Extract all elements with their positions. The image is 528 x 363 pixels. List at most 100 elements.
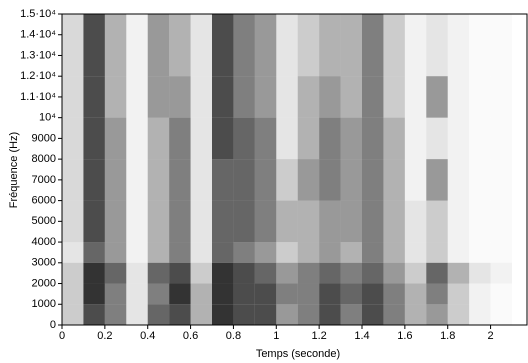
x-tick-label: 1.6 [397, 330, 412, 342]
x-tick-label: 0.8 [226, 330, 241, 342]
cell [319, 117, 341, 160]
cell [254, 242, 277, 263]
cell [104, 283, 127, 305]
cell [319, 200, 341, 243]
cell [447, 117, 470, 160]
cell [233, 200, 255, 243]
cell [169, 304, 191, 325]
cell [254, 76, 277, 118]
cell [447, 76, 470, 118]
cell [126, 283, 148, 305]
cell [319, 159, 341, 201]
x-tick-label: 0 [59, 330, 65, 342]
cell [276, 200, 298, 243]
cell [147, 14, 170, 77]
cell [404, 262, 427, 284]
cell [62, 117, 84, 160]
cell [383, 159, 405, 201]
cell [83, 117, 105, 160]
cell [169, 117, 191, 160]
x-tick-label: 0.4 [140, 330, 155, 342]
cell [297, 242, 320, 263]
cell [469, 76, 490, 117]
cell [276, 76, 298, 118]
cell [426, 76, 448, 118]
cell [190, 159, 212, 201]
cell [233, 159, 255, 201]
cell [469, 201, 490, 242]
cell [469, 118, 490, 159]
cell [276, 283, 298, 305]
cell [83, 14, 105, 77]
cell [469, 304, 491, 325]
cell [383, 262, 405, 284]
cell [404, 304, 427, 325]
cell [169, 200, 191, 243]
cell [212, 117, 234, 160]
cell [190, 200, 212, 243]
cell [190, 304, 212, 325]
cell [383, 14, 405, 77]
cell [233, 242, 255, 263]
cell [447, 242, 470, 263]
cell [469, 14, 490, 76]
y-tick-label: 0 [50, 319, 56, 331]
cell [212, 200, 234, 243]
cell [62, 262, 84, 284]
cell [362, 159, 384, 201]
cell [233, 117, 255, 160]
cell [491, 284, 512, 305]
cell [362, 200, 384, 243]
cell [169, 283, 191, 305]
cell [147, 117, 170, 160]
cell [491, 159, 512, 200]
plot-frame [61, 13, 528, 326]
cell [126, 242, 148, 263]
cell [340, 14, 362, 77]
x-tick-label: 0.2 [97, 330, 112, 342]
cell [212, 14, 234, 77]
cell [212, 242, 234, 263]
cell [83, 200, 105, 243]
cell [169, 159, 191, 201]
cell [340, 242, 362, 263]
cell [404, 283, 427, 305]
cell [426, 159, 448, 201]
y-tick-label: 1000 [32, 298, 56, 310]
cell [340, 200, 362, 243]
cell [254, 117, 277, 160]
cell [447, 159, 470, 201]
y-axis-title: Fréquence (Hz) [8, 132, 20, 208]
cell [297, 76, 320, 118]
cell [212, 304, 234, 325]
cell [404, 242, 427, 263]
cell [426, 283, 448, 305]
cell [62, 283, 84, 305]
cell [491, 76, 512, 117]
cell [212, 76, 234, 118]
cell [447, 200, 470, 243]
cell [469, 283, 491, 305]
cell [190, 262, 212, 284]
y-tick-label: 10⁴ [39, 112, 56, 124]
cell [319, 304, 341, 325]
cell [319, 76, 341, 118]
cell [104, 262, 127, 284]
cell [491, 118, 512, 159]
cell [404, 76, 427, 118]
cell [319, 262, 341, 284]
cell [147, 200, 170, 243]
cell [383, 76, 405, 118]
cell [362, 283, 384, 305]
cell [297, 159, 320, 201]
cell [469, 242, 490, 263]
cell [340, 262, 362, 284]
y-tick-label: 5000 [32, 215, 56, 227]
y-tick-label: 1.1·10⁴ [20, 91, 56, 103]
cell [104, 14, 127, 77]
cell [276, 159, 298, 201]
cell [169, 14, 191, 77]
y-tick-label: 1.3·10⁴ [20, 49, 56, 61]
cell [469, 262, 491, 284]
